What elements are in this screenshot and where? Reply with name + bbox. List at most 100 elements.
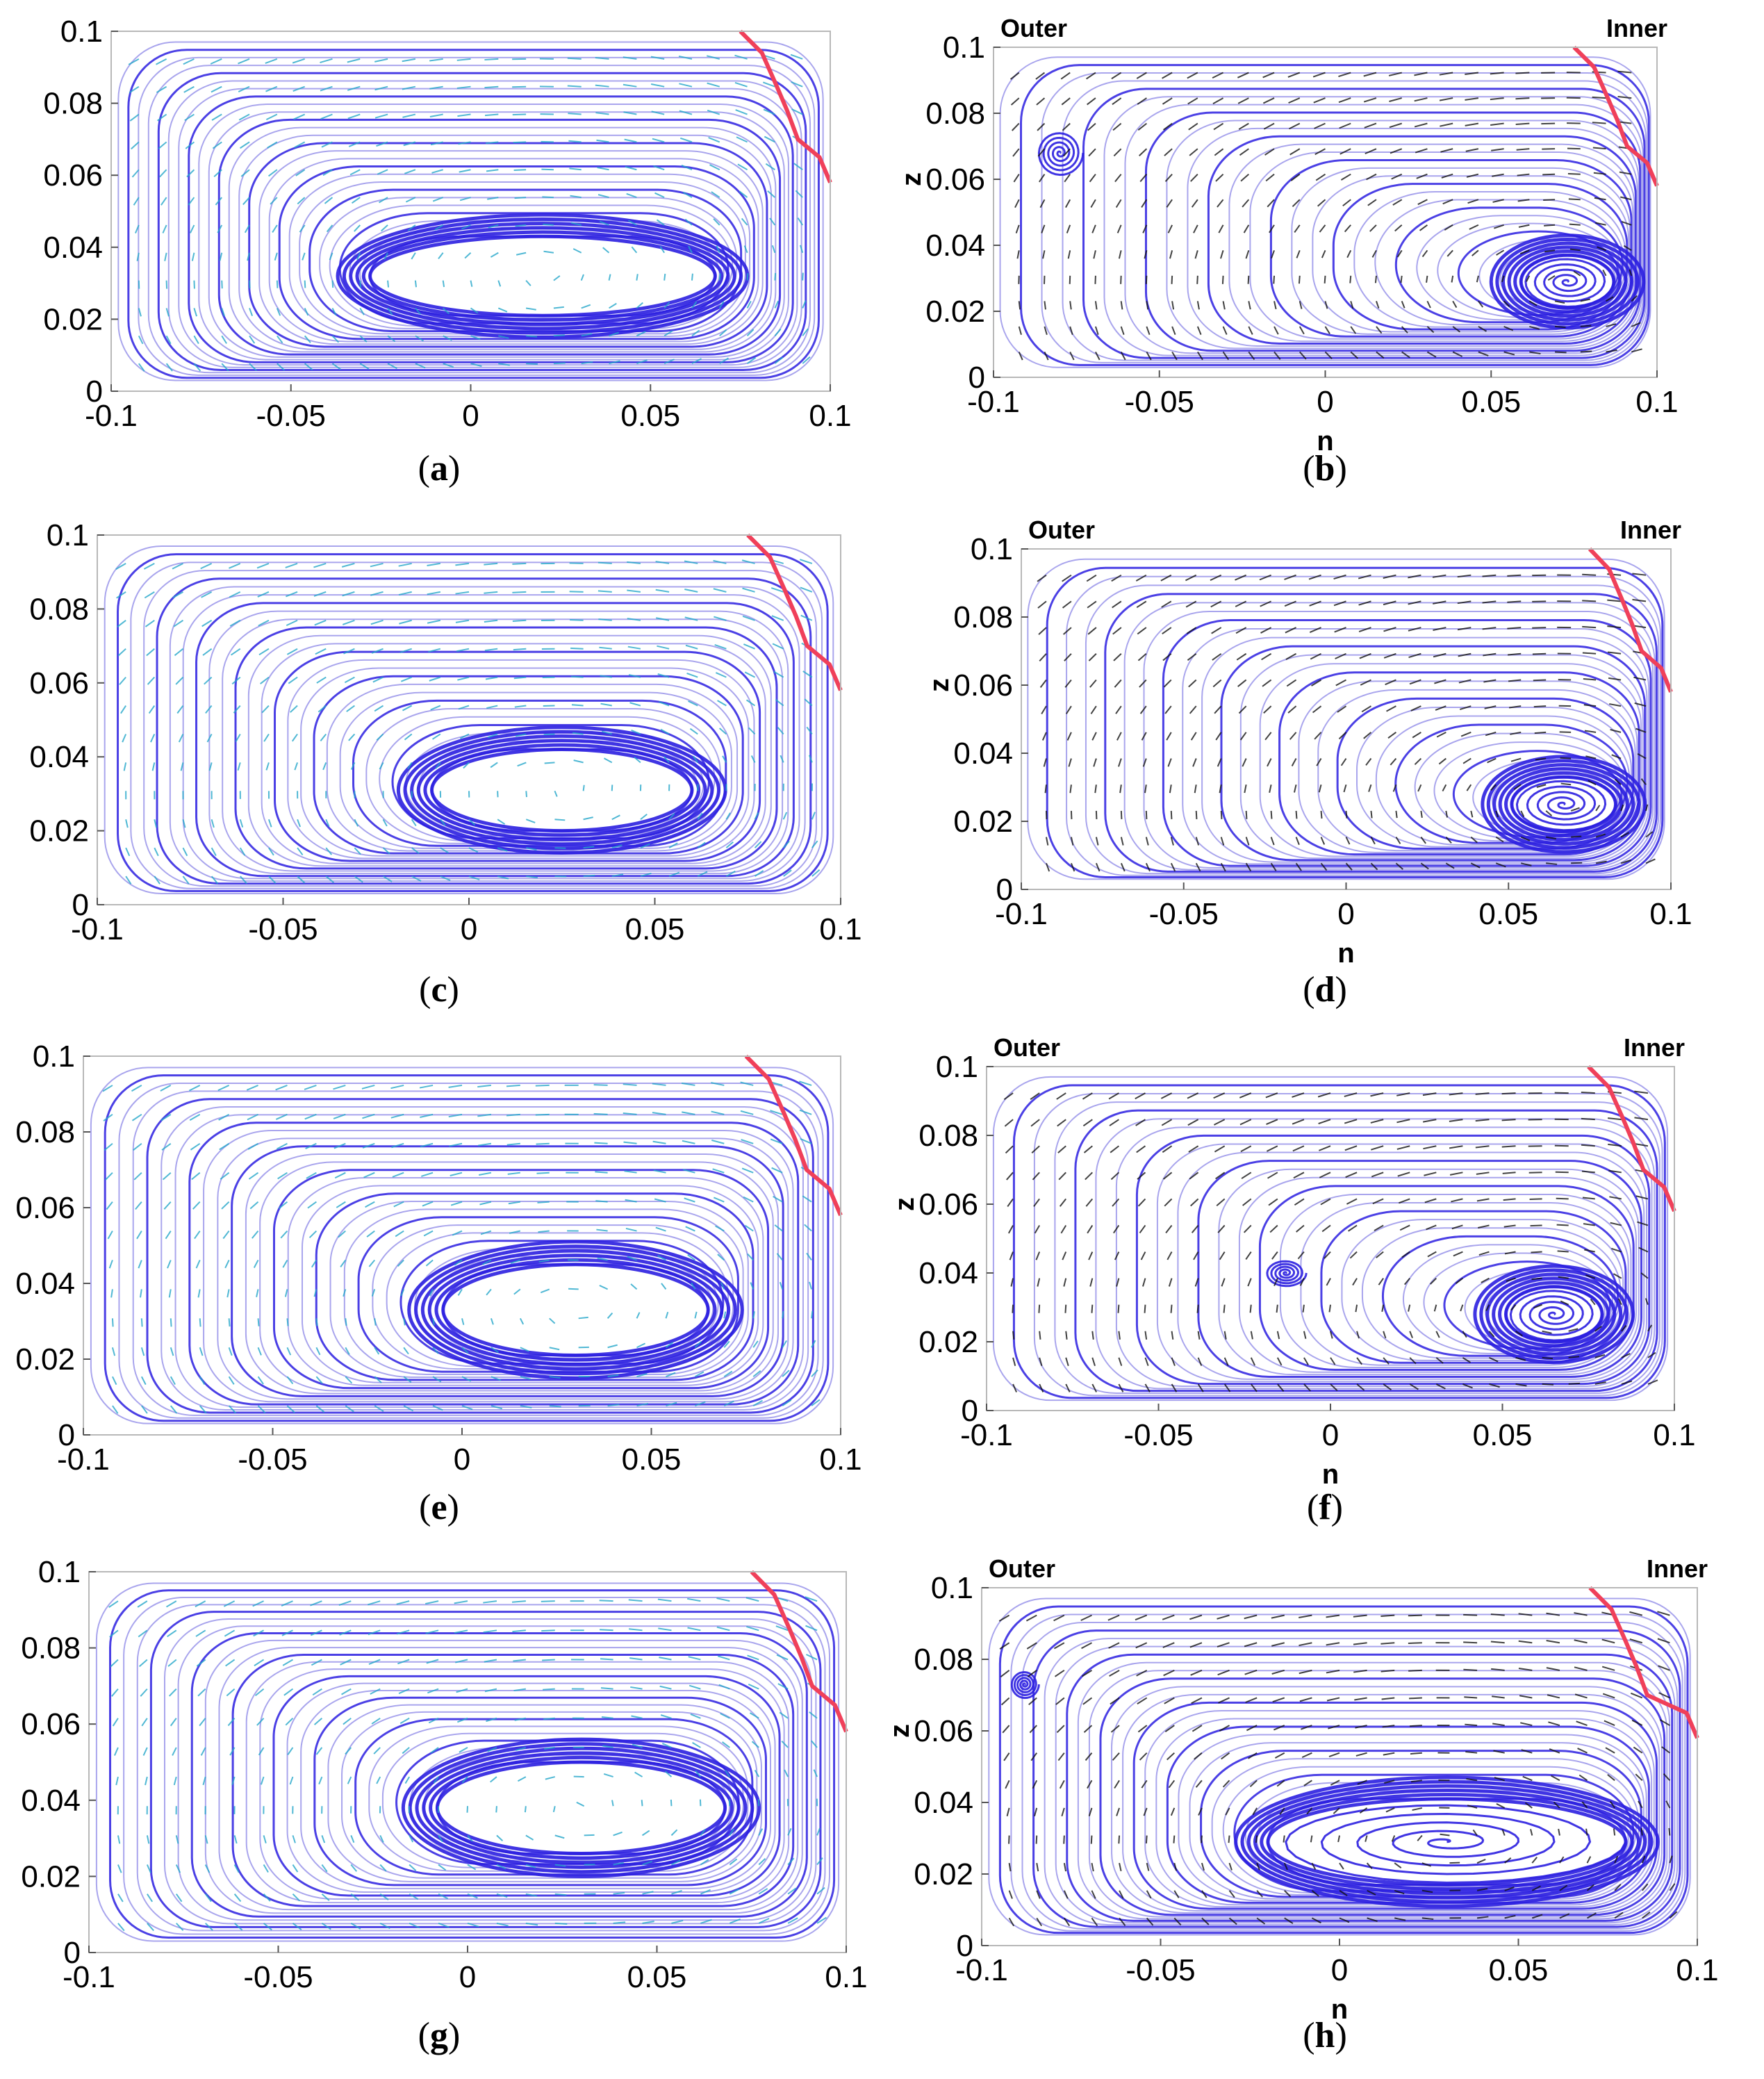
velocity-vector	[719, 329, 727, 337]
velocity-vector	[112, 1376, 117, 1386]
velocity-vector	[1034, 1807, 1038, 1817]
velocity-vector	[544, 762, 555, 764]
velocity-vector	[1248, 326, 1253, 335]
velocity-vector	[1082, 1669, 1092, 1677]
velocity-vector	[325, 847, 333, 855]
velocity-vector	[741, 1167, 754, 1174]
velocity-vector	[1037, 574, 1047, 582]
caption-letter: b	[1314, 449, 1335, 488]
velocity-vector	[1221, 1278, 1226, 1287]
velocity-vector	[1160, 574, 1172, 582]
velocity-vector	[297, 876, 306, 884]
velocity-vector	[567, 57, 582, 60]
streamline	[132, 1090, 819, 1416]
velocity-vector	[787, 1917, 798, 1924]
velocity-vector	[1382, 1725, 1395, 1728]
velocity-vector	[1312, 705, 1322, 714]
velocity-vector	[136, 252, 140, 261]
velocity-vector	[138, 1659, 148, 1668]
velocity-vector	[189, 1113, 201, 1121]
velocity-vector	[249, 280, 251, 288]
velocity-vector	[763, 108, 775, 115]
streamline	[352, 699, 727, 847]
velocity-vector	[1293, 784, 1297, 793]
velocity-vector	[1451, 1224, 1463, 1230]
velocity-vector	[336, 1201, 346, 1208]
velocity-vector	[1235, 627, 1247, 634]
velocity-vector	[1062, 122, 1071, 131]
velocity-vector	[133, 1142, 142, 1151]
velocity-vector	[525, 1864, 536, 1868]
velocity-vector	[372, 676, 384, 683]
velocity-vector	[1120, 326, 1125, 336]
velocity-vector	[354, 847, 361, 855]
velocity-vector	[1210, 600, 1222, 608]
velocity-vector	[479, 1201, 492, 1206]
velocity-vector	[1028, 1697, 1037, 1706]
velocity-vector	[663, 756, 670, 764]
velocity-vector	[1250, 1331, 1253, 1340]
velocity-vector	[1185, 600, 1197, 608]
velocity-vector	[1166, 199, 1173, 208]
velocity-vector	[1518, 1613, 1533, 1616]
velocity-vector	[734, 54, 748, 60]
velocity-vector	[513, 1688, 526, 1692]
velocity-vector	[1409, 1725, 1422, 1727]
velocity-vector	[1476, 1887, 1488, 1891]
velocity-vector	[134, 224, 140, 233]
velocity-vector	[325, 819, 330, 828]
velocity-vector	[1120, 351, 1126, 361]
velocity-vector	[484, 1659, 497, 1663]
streamline	[109, 1589, 836, 1939]
velocity-vector	[1467, 199, 1479, 204]
panel-b-flow-field	[999, 56, 1651, 368]
velocity-vector	[263, 733, 270, 742]
velocity-vector	[773, 1195, 783, 1203]
velocity-vector	[1089, 1278, 1094, 1287]
velocity-vector	[343, 1717, 352, 1725]
velocity-vector	[787, 1887, 797, 1895]
velocity-vector	[397, 1659, 410, 1665]
vortex-core-ring	[396, 725, 727, 855]
velocity-vector	[1289, 122, 1301, 130]
velocity-vector	[1009, 1251, 1014, 1260]
velocity-vector	[1340, 148, 1351, 155]
velocity-vector	[663, 330, 673, 337]
velocity-vector	[256, 1718, 265, 1726]
x-axis-label: n	[1337, 938, 1354, 969]
velocity-vector	[1658, 1692, 1670, 1699]
velocity-vector	[112, 1405, 119, 1414]
streamline	[231, 1145, 784, 1397]
velocity-vector	[1266, 1119, 1278, 1126]
velocity-vector	[1361, 705, 1371, 713]
velocity-vector	[108, 1600, 119, 1608]
velocity-vector	[329, 252, 333, 261]
velocity-vector	[624, 1170, 637, 1174]
velocity-vector	[1330, 1357, 1336, 1365]
velocity-vector	[1326, 1669, 1340, 1674]
velocity-vector	[199, 1718, 206, 1727]
x-tick-label: -0.05	[256, 399, 326, 433]
velocity-vector	[1245, 837, 1250, 846]
velocity-vector	[411, 819, 417, 827]
velocity-vector	[569, 591, 584, 593]
velocity-vector	[1586, 1856, 1592, 1864]
streamline	[1020, 64, 1650, 366]
velocity-vector	[304, 280, 306, 288]
velocity-vector	[461, 1318, 465, 1325]
velocity-vector	[430, 705, 441, 711]
velocity-vector	[655, 1226, 666, 1232]
outer-wall-label: Outer	[994, 1033, 1060, 1062]
velocity-vector	[484, 58, 499, 61]
velocity-vector	[656, 219, 665, 226]
velocity-vector	[1095, 810, 1098, 819]
velocity-vector	[1334, 627, 1346, 633]
velocity-vector	[754, 1769, 760, 1777]
velocity-vector	[802, 328, 809, 336]
velocity-vector	[1223, 1304, 1226, 1313]
velocity-vector	[1613, 1273, 1622, 1279]
velocity-vector	[117, 1835, 121, 1844]
streamline	[1135, 1134, 1651, 1386]
boundary-curve	[1588, 1586, 1699, 1739]
